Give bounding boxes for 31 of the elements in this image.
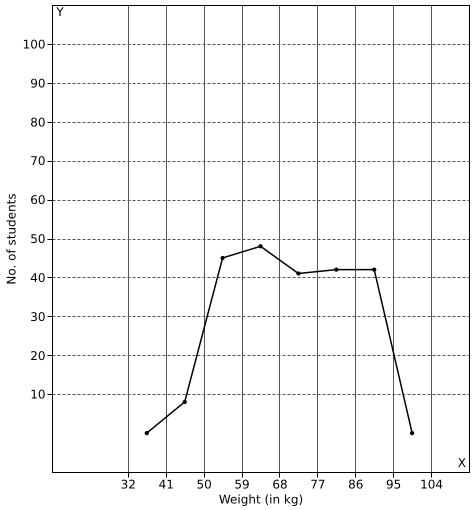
point [296,271,301,276]
point [334,268,338,272]
y-tick-label: 10 [30,388,46,402]
x-tick-label: 32 [120,478,136,492]
point [144,430,149,436]
y-tick-label: 40 [30,270,46,285]
y-tick-label: 70 [30,154,46,168]
point [372,268,376,272]
point [220,256,225,260]
x-tick-label: 68 [272,478,288,492]
point [410,430,414,436]
x-tick-label: 77 [310,478,326,492]
x-tick-label: 59 [234,478,250,492]
x-tick-label: 50 [196,478,212,492]
x-axis-title: Weight (in kg) [218,492,304,506]
y-tick-label: 50 [30,232,46,246]
annotation: X [458,456,466,470]
y-tick-label: 100 [22,37,46,52]
x-tick-label: 41 [158,478,174,492]
y-tick-label: 90 [30,76,46,90]
y-tick-label: 80 [30,115,46,130]
y-axis-title: No. of students [4,193,19,285]
annotation: Y [55,5,64,19]
x-tick-label: 95 [386,478,402,492]
point [258,244,263,248]
y-tick-label: 20 [30,348,46,363]
x-tick-label: 86 [348,478,364,492]
y-tick-label: 30 [30,310,46,324]
point [182,400,187,404]
x-tick-label: 104 [420,478,444,492]
y-tick-label: 60 [30,193,46,208]
